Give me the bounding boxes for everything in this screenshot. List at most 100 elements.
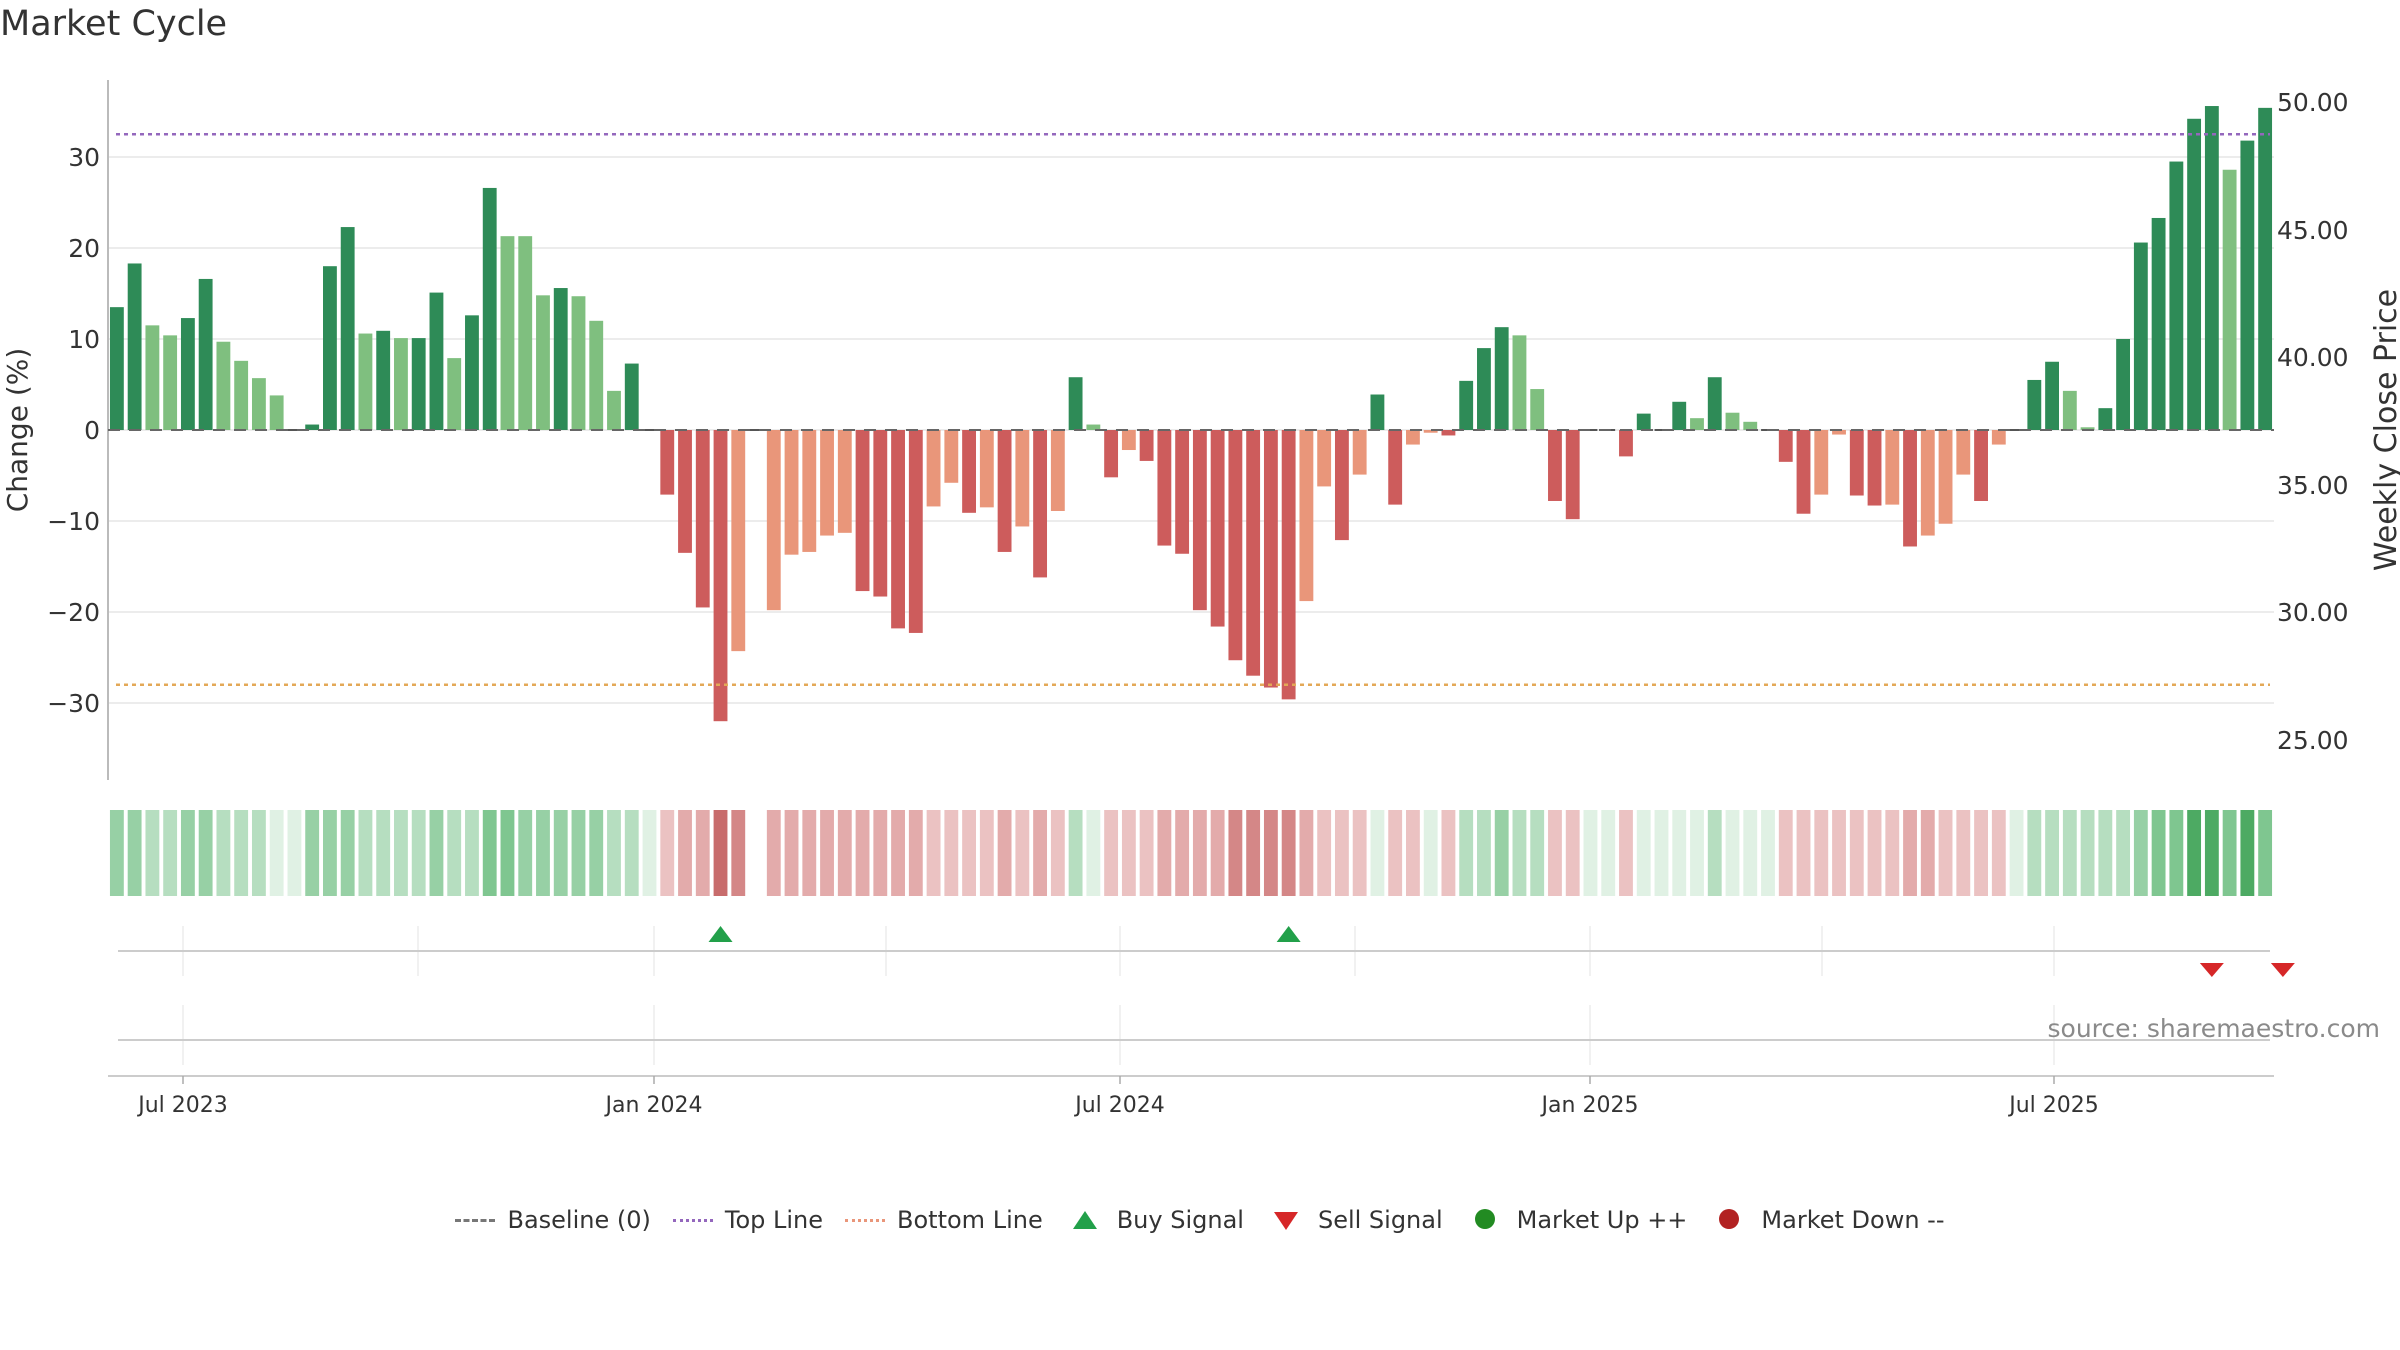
heat-cell <box>2045 810 2059 896</box>
bar <box>731 430 746 652</box>
bar <box>1068 377 1083 430</box>
y-tick-label: −10 <box>47 507 100 536</box>
heat-cell <box>180 810 195 896</box>
heat-cell <box>1086 810 1101 896</box>
heat-cell <box>553 810 568 896</box>
bar <box>1228 430 1243 661</box>
heat-cell <box>962 810 976 896</box>
bar <box>394 338 408 430</box>
buy-signal-marker <box>708 926 733 942</box>
heat-cell <box>1050 810 1065 896</box>
bar <box>1459 380 1474 430</box>
heat-cell <box>1121 810 1136 896</box>
heat-cell <box>1299 810 1314 896</box>
heat-cell <box>1157 810 1172 896</box>
bar <box>979 430 994 508</box>
bar <box>1370 394 1385 430</box>
bar <box>607 390 621 430</box>
legend-item-sell: Sell Signal <box>1266 1206 1443 1234</box>
sell-signal-marker <box>2199 963 2224 977</box>
heat-cell <box>536 810 550 896</box>
heat-cell <box>1015 810 1030 896</box>
bar <box>962 430 976 513</box>
bar <box>482 187 497 430</box>
bar <box>1050 430 1065 511</box>
bar <box>766 430 781 611</box>
y-axis-title: Change (%) <box>1 348 34 513</box>
bar <box>1548 430 1562 501</box>
heat-cell <box>1388 810 1403 896</box>
bar <box>1210 430 1225 627</box>
heat-cell <box>1654 810 1669 896</box>
bar <box>1938 430 1953 524</box>
bar <box>1388 430 1403 505</box>
y2-tick-label: 30.00 <box>2277 598 2349 627</box>
bar <box>624 363 639 430</box>
bar <box>518 236 533 430</box>
heat-cell <box>1761 810 1775 896</box>
heat-cell <box>908 810 923 896</box>
heat-cell <box>2116 810 2131 896</box>
legend: Baseline (0) Top Line Bottom Line Buy Signa… <box>0 1206 2400 1234</box>
heat-cell <box>1991 810 2006 896</box>
heat-cell <box>394 810 408 896</box>
bar <box>1157 430 1172 546</box>
heat-strip <box>109 810 2273 896</box>
heat-cell <box>2222 810 2237 896</box>
bar <box>1565 430 1580 520</box>
heat-cell <box>624 810 639 896</box>
y2-tick-label: 45.00 <box>2277 216 2349 245</box>
y2-axis-title: Weekly Close Price <box>2369 289 2400 571</box>
heat-cell <box>607 810 621 896</box>
heat-cell <box>376 810 391 896</box>
bar <box>465 315 479 430</box>
heat-cell <box>447 810 462 896</box>
bar <box>127 263 142 430</box>
bar <box>1246 430 1261 676</box>
heat-cell <box>660 810 675 896</box>
heat-cell <box>518 810 533 896</box>
bar <box>1263 430 1278 688</box>
bar <box>1636 413 1651 430</box>
bar <box>269 395 284 430</box>
bar <box>2169 161 2184 431</box>
bar <box>1849 430 1864 496</box>
heat-cell <box>1583 810 1598 896</box>
bar <box>678 430 692 553</box>
bar <box>340 227 355 430</box>
bar <box>1832 430 1846 435</box>
bar <box>749 429 763 431</box>
heat-cell <box>944 810 959 896</box>
legend-item-bottom: Bottom Line <box>845 1206 1043 1234</box>
heat-cell <box>287 810 302 896</box>
heat-cell <box>731 810 746 896</box>
axes: 30 20 10 0 −10 −20 −30 50.00 45.00 40.00 35.00 30.0… <box>1 80 2400 780</box>
bar <box>1175 430 1190 554</box>
bar <box>323 266 337 430</box>
heat-cell <box>2151 810 2166 896</box>
heat-cell <box>1796 810 1811 896</box>
bar <box>1423 430 1438 433</box>
heat-cell <box>323 810 337 896</box>
bar <box>216 341 231 430</box>
heat-cell <box>1104 810 1119 896</box>
legend-symbol-mdown <box>1709 1208 1749 1232</box>
heat-cell <box>926 810 941 896</box>
heat-cell <box>1619 810 1633 896</box>
heat-cell <box>979 810 994 896</box>
heat-cell <box>1263 810 1278 896</box>
heat-cell <box>1938 810 1953 896</box>
y-tick-label: 0 <box>84 416 100 445</box>
bar <box>536 295 550 430</box>
x-tick-label: Jul 2025 <box>2007 1093 2099 1118</box>
bar <box>1530 389 1545 430</box>
heat-cell <box>2169 810 2184 896</box>
bar <box>802 430 817 552</box>
bar <box>1299 430 1314 602</box>
legend-symbol-sell <box>1266 1208 1306 1232</box>
bar <box>429 292 444 430</box>
heat-cell <box>1246 810 1261 896</box>
heat-cell <box>1210 810 1225 896</box>
y-tick-label: 10 <box>68 325 100 354</box>
bar <box>2187 118 2202 430</box>
